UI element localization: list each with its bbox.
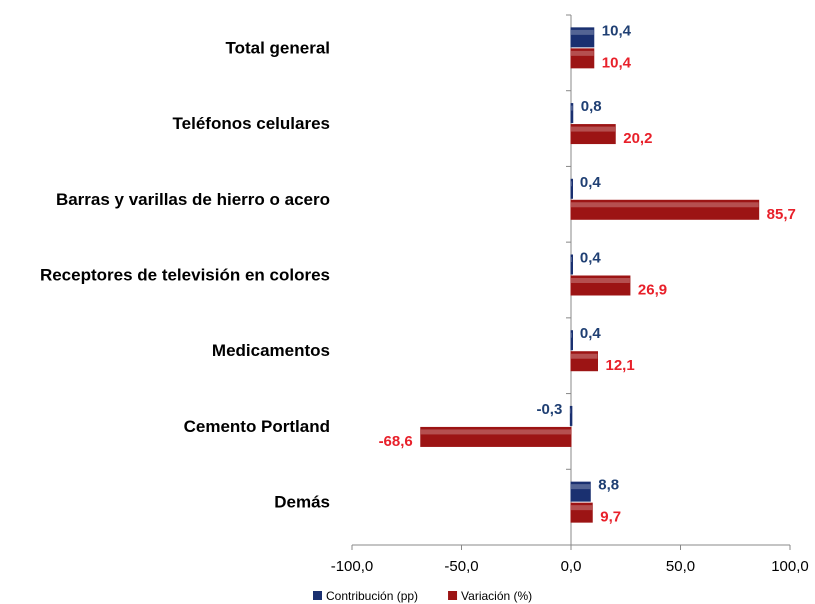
bar xyxy=(569,405,573,426)
bar xyxy=(420,426,572,447)
legend-label: Variación (%) xyxy=(461,589,532,603)
bar-highlight xyxy=(571,353,598,359)
category-label: Cemento Portland xyxy=(184,417,330,436)
bar-highlight xyxy=(420,429,571,435)
bar xyxy=(570,124,616,145)
bar-highlight xyxy=(571,257,572,262)
category-label: Demás xyxy=(274,493,330,512)
legend-swatch xyxy=(313,591,322,600)
bar xyxy=(570,27,595,48)
x-tick-label: -50,0 xyxy=(444,558,478,575)
bar-highlight xyxy=(571,484,591,490)
bar xyxy=(570,275,631,296)
value-label: 10,4 xyxy=(602,22,632,39)
bar-highlight xyxy=(571,332,572,338)
bar xyxy=(570,254,573,275)
value-label: -0,3 xyxy=(536,401,562,418)
value-label: 0,4 xyxy=(580,174,602,191)
value-label: 0,8 xyxy=(581,98,602,115)
bar xyxy=(570,351,598,372)
value-label: 9,7 xyxy=(600,509,621,526)
category-label: Total general xyxy=(225,38,330,57)
bar-highlight xyxy=(571,181,572,187)
bar-highlight xyxy=(570,408,571,414)
bar-highlight xyxy=(571,29,594,35)
bar xyxy=(570,103,574,124)
bar xyxy=(570,178,573,199)
category-label: Teléfonos celulares xyxy=(173,114,330,133)
legend-swatch xyxy=(448,591,458,600)
value-label: 0,4 xyxy=(580,249,602,266)
bar-highlight xyxy=(571,278,630,283)
bar-highlight xyxy=(571,202,759,208)
category-label: Medicamentos xyxy=(212,341,330,360)
category-label: Receptores de televisión en colores xyxy=(40,265,330,284)
bar xyxy=(570,330,573,351)
x-tick-label: 100,0 xyxy=(771,558,809,575)
bar xyxy=(570,502,593,523)
value-label: 26,9 xyxy=(638,281,667,298)
value-label: 12,1 xyxy=(605,357,634,374)
value-label: 85,7 xyxy=(767,206,796,223)
value-label: 20,2 xyxy=(623,130,652,147)
bar-highlight xyxy=(571,50,594,56)
value-label: -68,6 xyxy=(379,433,413,450)
bar-highlight xyxy=(571,505,593,511)
x-tick-label: 0,0 xyxy=(561,558,582,575)
bar xyxy=(570,481,591,502)
bar-highlight xyxy=(571,105,573,111)
category-label: Barras y varillas de hierro o acero xyxy=(56,190,330,209)
bar xyxy=(570,48,595,69)
legend-label: Contribución (pp) xyxy=(326,589,418,603)
x-tick-label: 50,0 xyxy=(666,558,695,575)
value-label: 10,4 xyxy=(602,54,632,71)
value-label: 0,4 xyxy=(580,325,602,342)
bar-highlight xyxy=(571,126,616,132)
x-tick-label: -100,0 xyxy=(331,558,374,575)
bar xyxy=(570,199,760,220)
value-label: 8,8 xyxy=(598,477,619,494)
